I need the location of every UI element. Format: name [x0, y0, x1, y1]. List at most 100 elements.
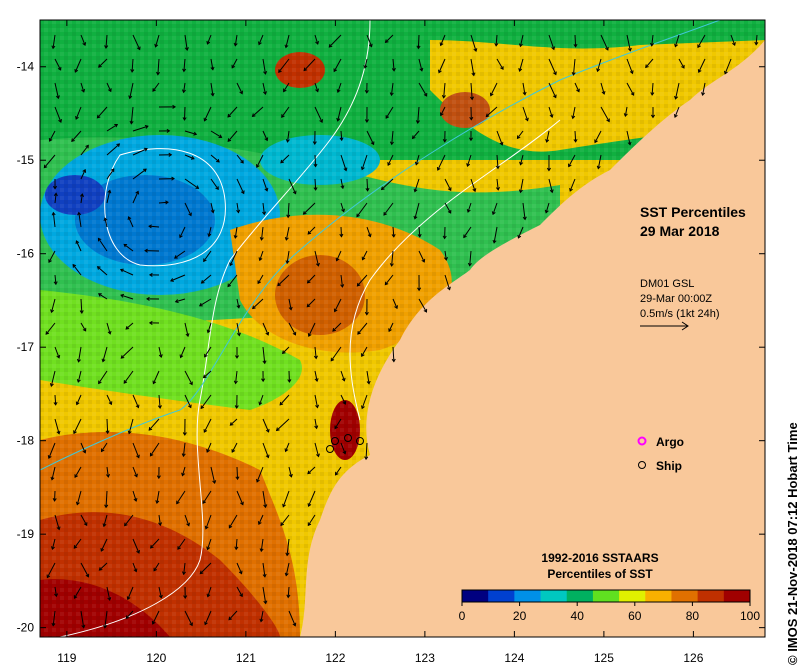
current-vector-arrow — [340, 154, 347, 171]
current-vector-arrow — [132, 562, 137, 572]
current-vector-arrow — [600, 34, 609, 51]
current-vector-arrow — [260, 610, 264, 622]
current-vector-arrowhead — [569, 187, 573, 192]
current-vector-arrow — [228, 610, 238, 621]
current-vector-arrow — [522, 202, 526, 220]
current-time: 29-Mar 00:00Z — [640, 293, 712, 305]
colorbar-segment — [671, 590, 699, 602]
current-scale: 0.5m/s (1kt 24h) — [640, 308, 719, 320]
current-vector-arrowhead — [366, 380, 371, 385]
current-vector-arrowhead — [56, 526, 61, 531]
current-vector-arrow — [210, 58, 214, 70]
x-tick-label: 124 — [504, 651, 524, 665]
current-vector-arrowhead — [573, 138, 578, 143]
current-vector-arrow — [236, 322, 240, 336]
current-vector-arrow — [130, 106, 134, 124]
current-vector-arrow — [334, 418, 342, 429]
current-vector-arrowhead — [277, 282, 281, 287]
current-vector-arrow — [132, 191, 139, 204]
current-vector-arrowhead — [206, 40, 211, 45]
current-vector-arrowhead — [549, 189, 554, 194]
current-vector-arrow — [282, 346, 290, 354]
current-vector-arrowhead — [144, 124, 149, 129]
current-vector-arrow — [179, 226, 186, 238]
current-vector-arrow — [184, 202, 192, 216]
current-vector-arrowhead — [182, 117, 187, 121]
current-vector-arrow — [201, 274, 212, 284]
current-vector-arrow — [443, 82, 446, 98]
current-vector-arrowhead — [389, 92, 394, 97]
current-vector-arrow — [261, 226, 264, 240]
current-vector-arrowhead — [417, 233, 422, 238]
current-vector-arrowhead — [284, 572, 289, 577]
current-vector-arrow — [50, 370, 56, 387]
current-vector-arrow — [123, 243, 134, 252]
current-vector-arrowhead — [206, 329, 211, 334]
current-vector-arrowhead — [518, 189, 523, 194]
current-vector-arrowhead — [341, 208, 345, 213]
current-vector-arrowhead — [206, 448, 210, 453]
current-vector-arrow — [366, 178, 369, 191]
current-vector-arrowhead — [307, 230, 312, 235]
current-vector-arrow — [495, 34, 498, 46]
current-vector-arrowhead — [202, 374, 207, 379]
current-vector-arrowhead — [649, 42, 655, 47]
current-vector-arrow — [626, 58, 633, 74]
current-vector-arrowhead — [154, 43, 159, 48]
current-vector-arrow — [210, 154, 220, 163]
current-vector-arrow — [76, 490, 82, 505]
current-vector-arrowhead — [120, 293, 125, 298]
current-vector-arrow — [74, 466, 82, 478]
current-vector-arrow — [288, 610, 296, 626]
current-vector-arrowhead — [364, 90, 369, 94]
current-vector-arrow — [52, 34, 56, 49]
current-vector-arrowhead — [339, 137, 344, 142]
current-vector-arrow — [626, 34, 631, 51]
current-vector-arrow — [496, 154, 499, 169]
current-vector-arrowhead — [239, 90, 244, 95]
colorbar-segment — [697, 590, 725, 602]
current-vector-arrow — [651, 34, 654, 46]
colorbar-tick-label: 0 — [459, 609, 466, 623]
current-vector-arrow — [80, 194, 83, 204]
current-vector-arrowhead — [71, 138, 75, 142]
current-vector-arrowhead — [107, 330, 112, 335]
current-vector-arrowhead — [259, 548, 264, 553]
current-vector-arrow — [594, 130, 602, 143]
current-vector-arrowhead — [236, 304, 241, 309]
current-vector-arrow — [200, 394, 212, 409]
current-vector-arrowhead — [416, 45, 421, 50]
current-vector-arrow — [177, 538, 186, 550]
current-vector-arrow — [496, 58, 504, 70]
current-vector-arrowhead — [413, 215, 418, 220]
current-vector-arrowhead — [357, 330, 361, 335]
current-vector-arrow — [314, 394, 318, 408]
current-vector-arrow — [184, 370, 193, 385]
current-vector-arrowhead — [263, 504, 268, 509]
current-vector-arrow — [181, 466, 186, 476]
current-vector-arrow — [381, 178, 394, 190]
current-vector-arrow — [470, 178, 476, 192]
current-vector-arrow — [600, 106, 610, 122]
current-vector-arrow — [80, 145, 89, 156]
current-vector-arrowhead — [439, 42, 444, 47]
current-vector-arrowhead — [576, 88, 580, 93]
current-vector-arrowhead — [81, 624, 86, 629]
current-vector-arrow — [314, 250, 319, 266]
current-vector-arrowhead — [313, 355, 318, 360]
current-vector-arrowhead — [240, 501, 244, 506]
current-vector-arrow — [132, 442, 140, 458]
current-vector-arrow — [366, 226, 371, 237]
colorbar-segment — [514, 590, 542, 602]
y-tick-label: -19 — [17, 527, 35, 541]
current-vector-arrow — [520, 154, 524, 165]
current-vector-arrow — [357, 322, 368, 335]
current-vector-arrow — [228, 514, 238, 529]
current-vector-arrowhead — [340, 185, 345, 190]
current-vector-arrowhead — [150, 544, 154, 549]
current-vector-arrow — [414, 202, 420, 219]
current-vector-arrow — [356, 202, 368, 217]
colorbar-segment — [592, 590, 620, 602]
current-vector-arrowhead — [119, 268, 124, 273]
current-vector-arrowhead — [135, 404, 140, 409]
